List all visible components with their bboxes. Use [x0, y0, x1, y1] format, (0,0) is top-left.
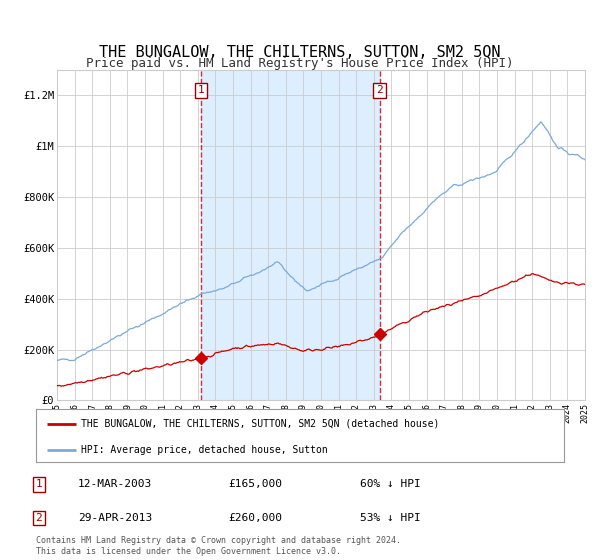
- Text: £165,000: £165,000: [228, 479, 282, 489]
- Text: HPI: Average price, detached house, Sutton: HPI: Average price, detached house, Sutt…: [81, 445, 328, 455]
- Text: Price paid vs. HM Land Registry's House Price Index (HPI): Price paid vs. HM Land Registry's House …: [86, 57, 514, 70]
- Text: 12-MAR-2003: 12-MAR-2003: [78, 479, 152, 489]
- Text: 60% ↓ HPI: 60% ↓ HPI: [360, 479, 421, 489]
- Bar: [201, 70, 380, 400]
- Text: 29-APR-2013: 29-APR-2013: [78, 513, 152, 523]
- Text: 1: 1: [35, 479, 43, 489]
- Text: 2: 2: [376, 85, 383, 95]
- Text: 2: 2: [35, 513, 43, 523]
- Text: £260,000: £260,000: [228, 513, 282, 523]
- Text: 1: 1: [198, 85, 205, 95]
- Text: 53% ↓ HPI: 53% ↓ HPI: [360, 513, 421, 523]
- Text: THE BUNGALOW, THE CHILTERNS, SUTTON, SM2 5QN: THE BUNGALOW, THE CHILTERNS, SUTTON, SM2…: [99, 45, 501, 60]
- Text: Contains HM Land Registry data © Crown copyright and database right 2024.
This d: Contains HM Land Registry data © Crown c…: [36, 536, 401, 556]
- Text: THE BUNGALOW, THE CHILTERNS, SUTTON, SM2 5QN (detached house): THE BUNGALOW, THE CHILTERNS, SUTTON, SM2…: [81, 419, 439, 429]
